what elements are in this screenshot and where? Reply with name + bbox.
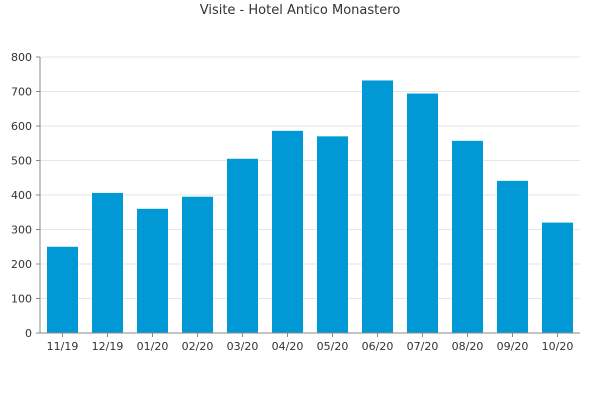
bar-09-20 xyxy=(497,180,528,333)
x-tick-label: 02/20 xyxy=(182,340,214,353)
x-tick-label: 08/20 xyxy=(452,340,484,353)
y-tick-label: 100 xyxy=(11,293,32,306)
x-tick-label: 07/20 xyxy=(407,340,439,353)
x-tick-label: 01/20 xyxy=(137,340,169,353)
y-tick-label: 200 xyxy=(11,258,32,271)
y-tick-label: 600 xyxy=(11,120,32,133)
y-tick-label: 0 xyxy=(25,327,32,340)
y-tick-label: 700 xyxy=(11,86,32,99)
x-tick-labels: 11/19 12/19 01/20 02/20 03/20 04/20 05/20 06/20… xyxy=(47,340,574,353)
bar-12-19 xyxy=(92,192,123,333)
bar-06-20 xyxy=(362,80,393,334)
y-tick-labels: 0 100 200 300 400 500 600 700 800 xyxy=(11,51,32,340)
y-tick-label: 800 xyxy=(11,51,32,64)
bar-01-20 xyxy=(137,208,168,333)
x-tick-label: 11/19 xyxy=(47,340,79,353)
x-tick-label: 10/20 xyxy=(542,340,574,353)
x-tick-label: 04/20 xyxy=(272,340,304,353)
x-tick-label: 06/20 xyxy=(362,340,394,353)
y-tick-label: 300 xyxy=(11,224,32,237)
chart-title: Visite - Hotel Antico Monastero xyxy=(199,3,401,18)
x-tick-label: 05/20 xyxy=(317,340,349,353)
x-tick-label: 03/20 xyxy=(227,340,259,353)
bar-11-19 xyxy=(47,246,78,333)
bar-10-20 xyxy=(542,222,573,333)
bar-05-20 xyxy=(317,136,348,333)
grid-lines xyxy=(40,56,580,299)
bars xyxy=(47,80,573,334)
y-tick-label: 500 xyxy=(11,155,32,168)
bar-04-20 xyxy=(272,130,303,333)
bar-02-20 xyxy=(182,196,213,333)
x-tick-label: 09/20 xyxy=(497,340,529,353)
bar-03-20 xyxy=(227,158,258,333)
bar-07-20 xyxy=(407,93,438,333)
bar-08-20 xyxy=(452,140,483,333)
x-tick-label: 12/19 xyxy=(92,340,124,353)
axes xyxy=(36,56,580,337)
y-tick-label: 400 xyxy=(11,189,32,202)
